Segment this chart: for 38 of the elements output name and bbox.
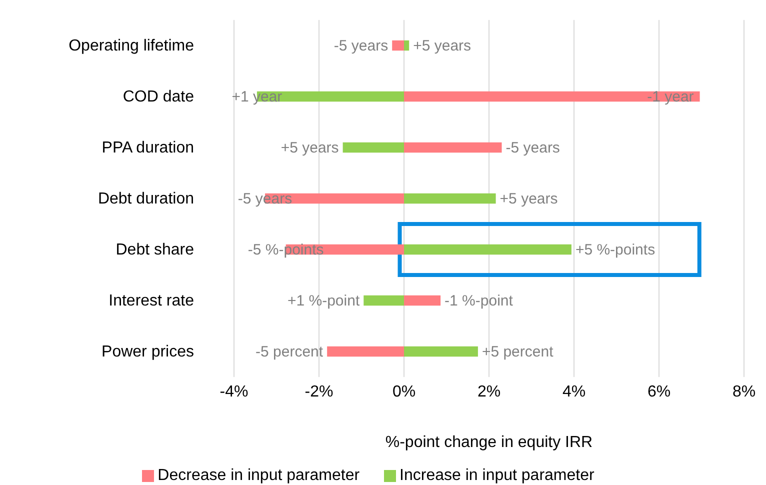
y-tick-label: Power prices	[102, 344, 194, 360]
annotation: +5 years	[500, 190, 558, 208]
annotation: -5 years	[334, 38, 388, 54]
annotation: +5 years	[413, 38, 472, 54]
x-tick-label: -2%	[304, 383, 334, 400]
x-tick-label: 4%	[562, 383, 586, 400]
y-tick-label: COD date	[122, 88, 194, 106]
bar	[404, 295, 441, 306]
x-tick-label: 2%	[477, 383, 501, 400]
annotation: -1 year	[647, 88, 694, 106]
annotation: +5 percent	[482, 344, 554, 360]
x-tick-label: -4%	[220, 383, 248, 400]
y-tick-label: Interest rate	[108, 292, 194, 310]
legend-label: Increase in input parameter	[400, 467, 594, 484]
annotation: -5 percent	[256, 344, 324, 360]
bar	[364, 295, 404, 306]
y-tick-label: Operating lifetime	[68, 38, 194, 54]
bar	[404, 346, 478, 357]
annotation: -1 %-point	[444, 292, 514, 310]
annotation: +5 %-points	[575, 242, 656, 258]
x-axis-title: %-point change in equity IRR	[385, 434, 593, 451]
bar	[392, 40, 404, 51]
y-tick-label: PPA duration	[102, 140, 194, 156]
bar	[404, 193, 496, 204]
y-tick-label: Debt share	[116, 242, 194, 258]
x-tick-label: 6%	[647, 383, 671, 400]
bar	[342, 142, 404, 153]
bar	[404, 142, 502, 153]
bar	[327, 346, 404, 357]
y-tick-label: Debt duration	[98, 190, 194, 208]
annotation: +1 %-point	[287, 292, 360, 310]
legend-label: Decrease in input parameter	[158, 467, 360, 484]
bar	[404, 244, 572, 255]
x-tick-label: 0%	[392, 383, 416, 400]
x-tick-label: 8%	[732, 383, 756, 400]
annotation: -5 years	[506, 140, 560, 156]
annotation: +5 years	[280, 140, 339, 156]
bar	[404, 40, 410, 51]
